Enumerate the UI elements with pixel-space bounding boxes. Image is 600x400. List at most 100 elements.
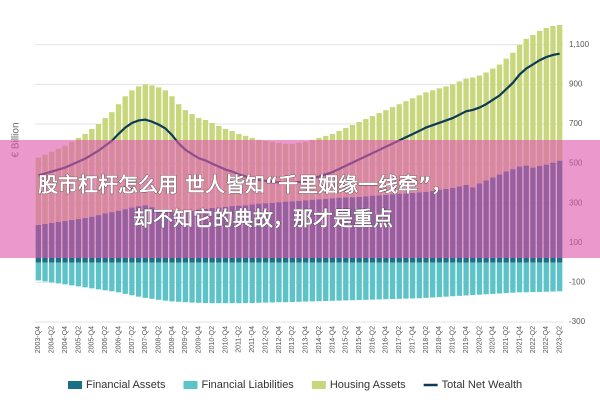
bar-segment: [363, 262, 369, 300]
y-tick-label: 700: [569, 119, 583, 128]
bar-segment: [336, 262, 342, 301]
x-tick-label: 2013-Q4: [303, 326, 310, 353]
bar-segment: [209, 262, 215, 304]
bar-segment: [276, 262, 282, 303]
bar-segment: [510, 262, 516, 293]
bar-segment: [69, 262, 75, 286]
bar-segment: [389, 262, 396, 300]
bar-segment: [496, 262, 503, 294]
bar-segment: [309, 262, 316, 302]
bar-segment: [303, 262, 309, 302]
x-tick-label: 2016-Q2: [369, 326, 376, 353]
bar-segment: [202, 262, 209, 303]
bar-segment: [503, 262, 509, 294]
legend-label: Housing Assets: [330, 379, 406, 391]
bar-segment: [115, 262, 122, 293]
bar-segment: [129, 262, 135, 296]
bar-segment: [490, 68, 496, 178]
bar-segment: [483, 72, 489, 181]
x-tick-label: 2015-Q2: [343, 326, 350, 353]
bar-segment: [450, 84, 456, 188]
bar-segment: [349, 262, 356, 301]
x-tick-label: 2021-Q4: [516, 326, 523, 353]
bar-segment: [556, 25, 563, 161]
legend-swatch: [311, 381, 326, 389]
x-tick-label: 2020-Q2: [476, 326, 483, 353]
legend-swatch: [68, 381, 82, 389]
bar-segment: [523, 38, 529, 166]
bar-segment: [149, 262, 155, 299]
x-tick-label: 2006-Q4: [115, 326, 122, 353]
bar-segment: [329, 262, 336, 301]
bar-segment: [543, 27, 549, 165]
bar-segment: [289, 262, 295, 303]
y-tick-label: -300: [569, 317, 586, 326]
x-tick-label: 2020-Q4: [490, 326, 497, 353]
bar-segment: [463, 78, 469, 185]
bar-segment: [176, 262, 182, 302]
bar-segment: [470, 77, 476, 188]
bar-segment: [135, 262, 142, 297]
bar-segment: [396, 262, 402, 299]
bar-segment: [416, 262, 422, 299]
bar-segment: [536, 262, 543, 292]
bar-segment: [556, 262, 563, 292]
bar-segment: [429, 262, 436, 298]
x-tick-label: 2017-Q4: [409, 326, 416, 353]
x-tick-label: 2021-Q2: [503, 326, 510, 353]
bar-segment: [550, 25, 556, 163]
bar-segment: [35, 262, 42, 281]
bar-segment: [216, 262, 222, 304]
bar-segment: [249, 262, 255, 303]
x-tick-label: 2014-Q2: [316, 326, 323, 353]
bar-segment: [403, 262, 409, 299]
bar-segment: [262, 262, 269, 303]
bar-segment: [356, 262, 362, 301]
x-tick-label: 2008-Q4: [169, 326, 176, 353]
x-tick-label: 2012-Q2: [262, 326, 269, 353]
legend-label: Financial Liabilities: [201, 379, 294, 391]
x-tick-label: 2015-Q4: [356, 326, 363, 353]
bar-segment: [476, 262, 483, 295]
bar-segment: [49, 262, 55, 283]
bar-segment: [196, 262, 202, 303]
x-tick-label: 2019-Q4: [463, 326, 470, 353]
bar-segment: [343, 262, 349, 301]
bar-segment: [182, 262, 189, 303]
x-tick-label: 2016-Q4: [383, 326, 390, 353]
x-tick-label: 2022-Q4: [543, 326, 550, 353]
bar-segment: [376, 262, 382, 300]
bar-segment: [75, 262, 82, 287]
x-tick-label: 2017-Q2: [396, 326, 403, 353]
legend-label: Financial Assets: [86, 379, 166, 391]
x-tick-label: 2005-Q2: [75, 326, 82, 353]
x-tick-label: 2009-Q4: [196, 326, 203, 353]
bar-segment: [550, 262, 556, 292]
bar-segment: [496, 64, 503, 175]
bar-segment: [82, 262, 88, 288]
x-tick-label: 2010-Q2: [209, 326, 216, 353]
bar-segment: [42, 262, 48, 282]
y-tick-label: -100: [569, 278, 586, 287]
bar-segment: [456, 262, 463, 296]
bar-segment: [242, 262, 249, 303]
bar-segment: [409, 262, 416, 299]
x-tick-label: 2018-Q4: [436, 326, 443, 353]
banner: [0, 140, 600, 258]
bar-segment: [383, 262, 389, 300]
bar-segment: [269, 262, 275, 303]
x-tick-label: 2014-Q4: [329, 326, 336, 353]
x-tick-label: 2004-Q2: [49, 326, 56, 353]
bar-segment: [490, 262, 496, 294]
y-tick-label: 1,100: [569, 40, 590, 49]
legend-label: Total Net Wealth: [442, 379, 523, 391]
bar-segment: [102, 262, 108, 291]
x-tick-label: 2022-Q2: [530, 326, 537, 353]
x-tick-label: 2018-Q2: [423, 326, 430, 353]
bar-segment: [483, 262, 489, 295]
x-tick-label: 2004-Q4: [62, 326, 69, 353]
bar-segment: [95, 262, 102, 290]
x-tick-label: 2013-Q2: [289, 326, 296, 353]
bar-segment: [282, 262, 289, 303]
